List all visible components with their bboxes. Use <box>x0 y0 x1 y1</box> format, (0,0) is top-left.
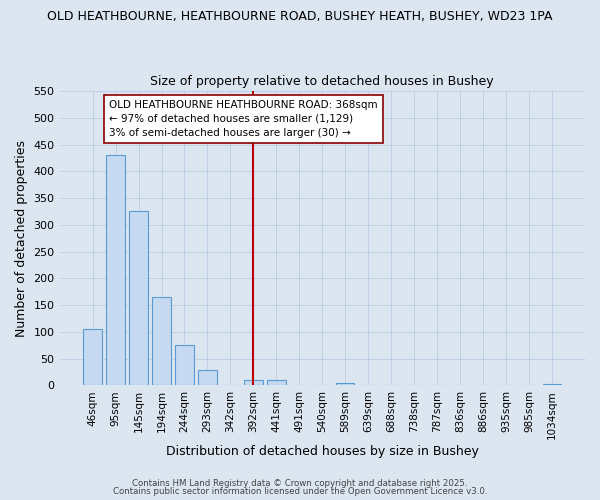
Bar <box>336 383 355 386</box>
Bar <box>267 380 286 386</box>
Text: Contains HM Land Registry data © Crown copyright and database right 2025.: Contains HM Land Registry data © Crown c… <box>132 478 468 488</box>
Bar <box>244 380 263 386</box>
Y-axis label: Number of detached properties: Number of detached properties <box>15 140 28 337</box>
Title: Size of property relative to detached houses in Bushey: Size of property relative to detached ho… <box>151 76 494 88</box>
X-axis label: Distribution of detached houses by size in Bushey: Distribution of detached houses by size … <box>166 444 479 458</box>
Text: Contains public sector information licensed under the Open Government Licence v3: Contains public sector information licen… <box>113 487 487 496</box>
Bar <box>152 297 170 386</box>
Bar <box>198 370 217 386</box>
Text: OLD HEATHBOURNE HEATHBOURNE ROAD: 368sqm
← 97% of detached houses are smaller (1: OLD HEATHBOURNE HEATHBOURNE ROAD: 368sqm… <box>109 100 378 138</box>
Bar <box>83 330 102 386</box>
Bar <box>106 156 125 386</box>
Bar <box>130 212 148 386</box>
Text: OLD HEATHBOURNE, HEATHBOURNE ROAD, BUSHEY HEATH, BUSHEY, WD23 1PA: OLD HEATHBOURNE, HEATHBOURNE ROAD, BUSHE… <box>47 10 553 23</box>
Bar <box>543 384 561 386</box>
Bar <box>175 346 194 386</box>
